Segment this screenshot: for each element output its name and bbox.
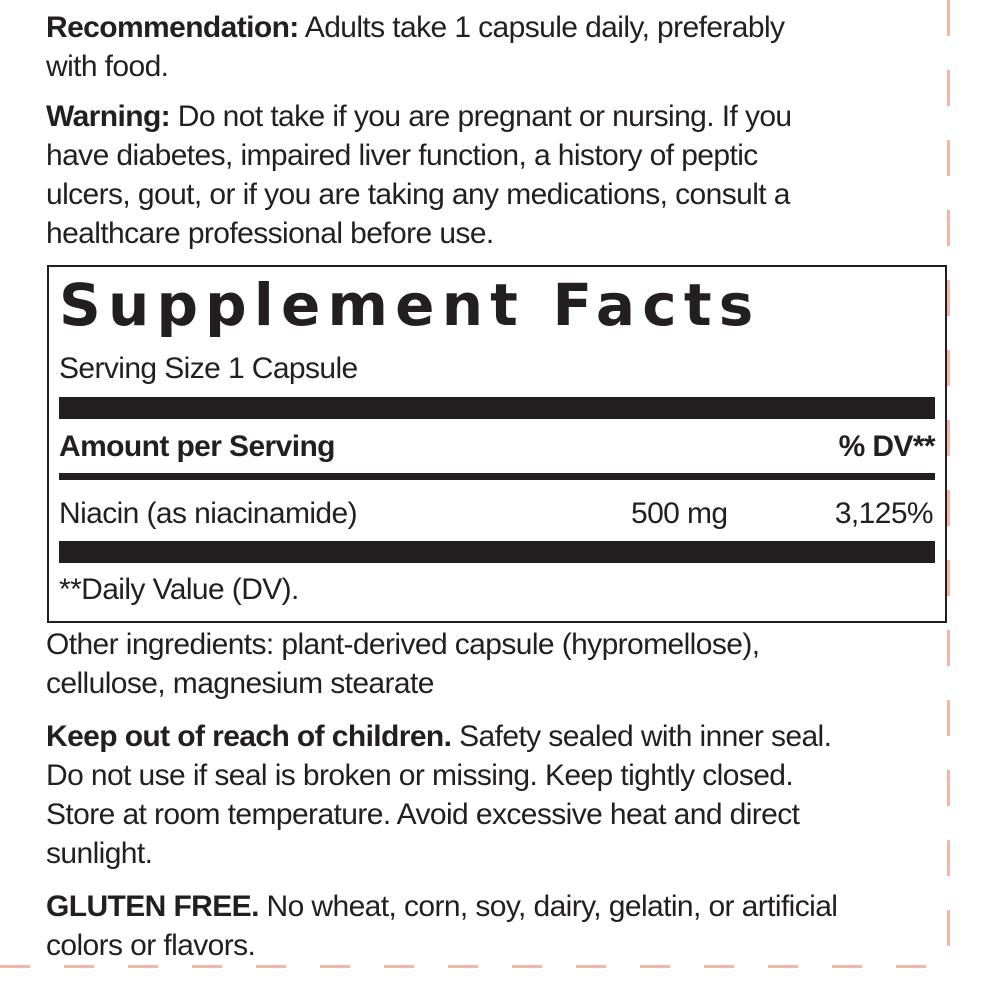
warning-line: have diabetes, impaired liver function, … <box>46 139 758 172</box>
warning-line: ulcers, gout, or if you are taking any m… <box>46 178 790 211</box>
medium-divider <box>59 473 935 480</box>
nutrient-amount: 500 mg <box>631 497 728 530</box>
warning-text: Warning: Do not take if you are pregnant… <box>46 97 792 253</box>
warning-line: Do not take if you are pregnant or nursi… <box>170 100 792 133</box>
ingredients-line: cellulose, magnesium stearate <box>46 667 434 700</box>
keep-out-line: Safety sealed with inner seal. <box>451 720 832 753</box>
gluten-free-line: No wheat, corn, soy, dairy, gelatin, or … <box>258 890 838 923</box>
keep-out-text: Keep out of reach of children. Safety se… <box>46 717 832 873</box>
amount-header: Amount per Serving <box>59 430 336 463</box>
keep-out-line: sunlight. <box>46 837 153 870</box>
nutrient-dv: 3,125% <box>834 497 934 530</box>
recommendation-text: Recommendation: Adults take 1 capsule da… <box>46 8 785 86</box>
keep-out-line: Store at room temperature. Avoid excessi… <box>46 798 800 831</box>
gluten-free-line: colors or flavors. <box>46 929 256 962</box>
gluten-free-label: GLUTEN FREE. <box>46 890 259 923</box>
thick-divider <box>59 397 935 419</box>
recommendation-line: with food. <box>46 50 169 83</box>
keep-out-line: Do not use if seal is broken or missing.… <box>46 759 794 792</box>
dv-footnote: **Daily Value (DV). <box>59 573 299 606</box>
warning-line: healthcare professional before use. <box>46 217 494 250</box>
gluten-free-text: GLUTEN FREE. No wheat, corn, soy, dairy,… <box>46 887 838 965</box>
dv-header: % DV** <box>838 430 936 463</box>
thick-divider <box>59 541 935 563</box>
keep-out-label: Keep out of reach of children. <box>46 720 452 753</box>
recommendation-line: Adults take 1 capsule daily, preferably <box>298 11 785 44</box>
ingredients-line: Other ingredients: plant-derived capsule… <box>46 628 760 661</box>
cut-line-right <box>947 0 950 960</box>
serving-size: Serving Size 1 Capsule <box>59 352 358 385</box>
cut-line-bottom <box>0 965 950 968</box>
recommendation-label: Recommendation: <box>46 11 299 44</box>
warning-label: Warning: <box>46 100 171 133</box>
nutrient-name: Niacin (as niacinamide) <box>59 497 358 530</box>
facts-title: Supplement Facts <box>59 271 761 339</box>
supplement-facts-panel: Supplement Facts Serving Size 1 Capsule … <box>47 265 947 623</box>
other-ingredients: Other ingredients: plant-derived capsule… <box>46 625 760 703</box>
